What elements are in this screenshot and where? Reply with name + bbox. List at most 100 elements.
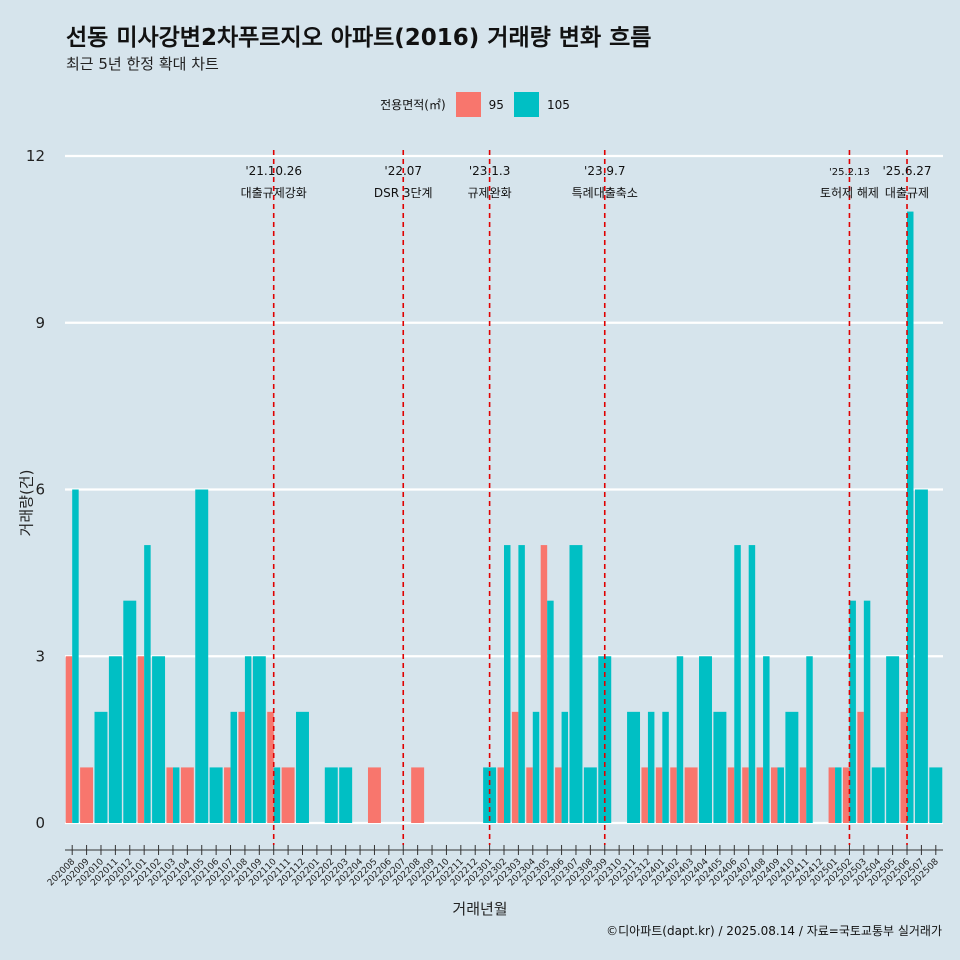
bar-105-202501: [835, 767, 842, 823]
bar-95-202506: [900, 711, 908, 823]
event-label: 토허제 해제: [820, 186, 879, 200]
bar-105-202311: [627, 711, 641, 823]
bar-95-202305: [540, 545, 548, 823]
bar-105-202407: [748, 545, 756, 823]
bar-105-202203: [339, 767, 353, 823]
bar-95-202103: [166, 767, 173, 823]
bar-95-202501: [828, 767, 836, 823]
bar-95-202111: [281, 767, 295, 823]
bar-105-202507: [914, 489, 928, 823]
bar-105-202406: [734, 545, 741, 823]
bar-105-202502: [849, 600, 856, 823]
bar-105-202405: [713, 711, 727, 823]
bar-105-202409: [777, 767, 784, 823]
bar-95-202303: [511, 711, 519, 823]
legend-label-95: 95: [488, 97, 504, 112]
legend-title: 전용면적(㎡): [380, 98, 446, 112]
y-tick-label: 9: [35, 314, 45, 332]
bar-95-202312: [641, 767, 648, 823]
legend-label-105: 105: [546, 97, 570, 112]
bar-105-202107: [230, 711, 238, 823]
y-tick-label: 0: [35, 814, 45, 832]
bar-105-202011: [108, 656, 122, 823]
legend: 전용면적(㎡) 95 105: [0, 92, 960, 117]
event-label: 규제완화: [468, 186, 512, 200]
event-label: DSR 3단계: [374, 186, 433, 200]
legend-item-105: 105: [513, 92, 570, 117]
bar-95-202205: [367, 767, 381, 823]
bar-95-202208: [411, 767, 425, 823]
bar-95-202502: [842, 767, 850, 823]
bar-105-202109: [252, 656, 266, 823]
bar-105-202101: [144, 545, 151, 823]
bar-95-202407: [742, 767, 749, 823]
bar-105-202404: [699, 656, 712, 823]
bar-105-202103: [172, 767, 180, 823]
bar-95-202304: [526, 767, 533, 823]
event-date: '23.1.3: [469, 164, 510, 178]
bar-95-202411: [799, 767, 807, 823]
bar-105-202307: [569, 545, 583, 823]
bar-105-202402: [676, 656, 684, 823]
bar-95-202008: [65, 656, 73, 823]
bar-105-202401: [662, 711, 669, 823]
y-tick-label: 12: [26, 147, 45, 165]
event-date: '21.10.26: [245, 164, 302, 178]
bar-105-202308: [583, 767, 597, 823]
bar-105-202202: [324, 767, 338, 823]
bar-105-202506: [907, 211, 914, 824]
bar-95-202306: [555, 767, 562, 823]
bar-105-202302: [504, 545, 511, 823]
bar-105-202305: [547, 600, 554, 823]
bar-105-202110: [273, 767, 281, 823]
bar-95-202406: [727, 767, 735, 823]
event-date: '23.9.7: [584, 164, 625, 178]
bar-105-202503: [863, 600, 871, 823]
event-label: 대출규제강화: [241, 186, 307, 200]
bar-95-202403: [684, 767, 698, 823]
bar-105-202504: [871, 767, 885, 823]
event-date: '25.6.27: [882, 164, 931, 178]
bar-105-202306: [561, 711, 569, 823]
bar-105-202304: [532, 711, 540, 823]
legend-swatch-95: [455, 92, 481, 117]
event-label: 대출규제: [885, 186, 929, 200]
event-date: '22.07: [384, 164, 422, 178]
bar-95-202107: [224, 767, 231, 823]
bar-105-202408: [763, 656, 770, 823]
bar-105-202112: [296, 711, 309, 823]
legend-item-95: 95: [455, 92, 504, 117]
bar-95-202409: [770, 767, 778, 823]
bar-95-202009: [80, 767, 94, 823]
bar-105-202410: [785, 711, 799, 823]
bar-95-202108: [238, 711, 245, 823]
event-label: 특례대출축소: [572, 186, 638, 200]
source-caption: ©디아파트(dapt.kr) / 2025.08.14 / 자료=국토교통부 실…: [606, 924, 942, 938]
bar-105-202411: [806, 656, 813, 823]
bar-95-202110: [267, 711, 274, 823]
bar-95-202101: [137, 656, 145, 823]
bar-95-202408: [756, 767, 764, 823]
bar-105-202008: [72, 489, 79, 823]
y-axis-label: 거래량(건): [17, 469, 36, 537]
legend-swatch-105: [513, 92, 539, 117]
bar-105-202106: [209, 767, 223, 823]
y-tick-label: 3: [35, 647, 45, 665]
bar-105-202012: [123, 600, 137, 823]
bar-105-202010: [94, 711, 108, 823]
bar-95-202104: [180, 767, 194, 823]
event-date: '25.2.13: [829, 167, 870, 178]
bar-105-202105: [195, 489, 209, 823]
bar-95-202503: [857, 711, 864, 823]
y-tick-label: 6: [35, 481, 45, 499]
bar-105-202301: [483, 767, 497, 823]
chart-subtitle: 최근 5년 한정 확대 차트: [66, 55, 219, 73]
bar-95-202302: [497, 767, 504, 823]
bar-105-202102: [152, 656, 166, 823]
bar-105-202303: [518, 545, 525, 823]
bar-105-202505: [886, 656, 900, 823]
bar-95-202401: [655, 767, 663, 823]
bar-95-202402: [670, 767, 677, 823]
chart-title: 선동 미사강변2차푸르지오 아파트(2016) 거래량 변화 흐름: [66, 25, 652, 51]
